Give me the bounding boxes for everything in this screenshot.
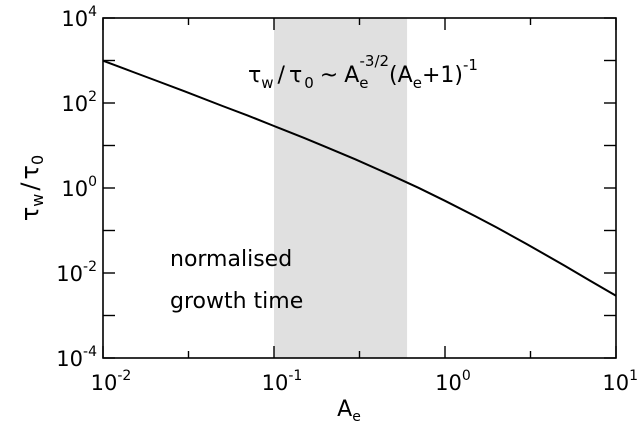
- data-line: [102, 59, 617, 297]
- x-tick-label: 101: [602, 368, 638, 395]
- y-tick-label: 100: [61, 174, 97, 201]
- shaded-region: [274, 18, 408, 358]
- y-tick-labels: 10-4 10-2 100 102 104: [56, 4, 97, 371]
- x-axis-label: Ae: [337, 397, 361, 425]
- y-tick-label: 10-2: [56, 259, 97, 286]
- y-axis-label: τw/τ0: [16, 155, 47, 221]
- y-tick-label: 102: [61, 89, 97, 116]
- y-tick-label: 10-4: [56, 344, 97, 371]
- x-tick-label: 100: [435, 368, 471, 395]
- formula-annotation: τw / τ 0 ~ Ae-3/2(Ae+1)-1: [248, 52, 478, 92]
- x-tick-labels: 10-2 10-1 100 101: [91, 368, 638, 395]
- y-tick-label: 104: [61, 4, 97, 31]
- annotation-label-line1: normalised: [170, 247, 292, 272]
- x-tick-label: 10-2: [91, 368, 132, 395]
- x-tick-label: 10-1: [262, 368, 303, 395]
- annotation-label-line2: growth time: [170, 289, 303, 314]
- plot-frame: [102, 17, 617, 359]
